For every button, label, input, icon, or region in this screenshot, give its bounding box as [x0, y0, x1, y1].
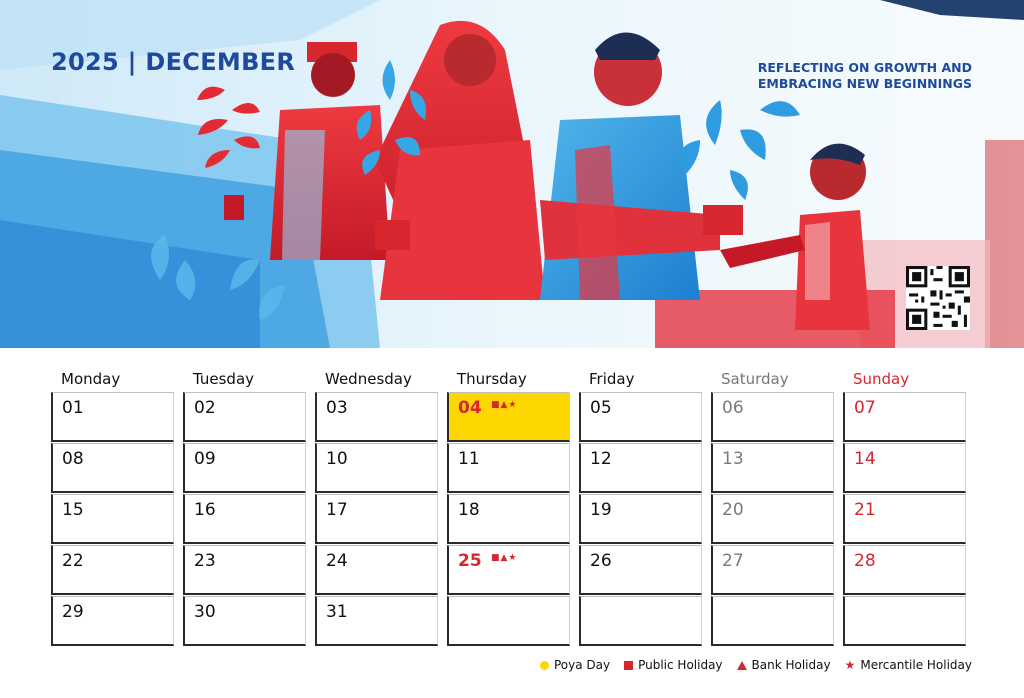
- weekday-wednesday: Wednesday: [325, 370, 412, 388]
- day-number: 20: [722, 500, 744, 520]
- day-cell-09[interactable]: 09: [183, 443, 306, 493]
- red-square-icon: [624, 660, 634, 670]
- day-cell-30[interactable]: 30: [183, 596, 306, 646]
- day-cell-11[interactable]: 11: [447, 443, 570, 493]
- day-cell-21[interactable]: 21: [843, 494, 966, 544]
- day-number: 10: [326, 449, 348, 469]
- day-number: 18: [458, 500, 480, 520]
- weekday-monday: Monday: [61, 370, 121, 388]
- yellow-circle-icon: [539, 660, 549, 670]
- banner-illustration: 2025 | DECEMBER REFLECTING ON GROWTH AND…: [0, 0, 1024, 348]
- day-cell-12[interactable]: 12: [579, 443, 702, 493]
- weekday-tuesday: Tuesday: [193, 370, 255, 388]
- day-number: 19: [590, 500, 612, 520]
- legend-label: Bank Holiday: [751, 658, 831, 672]
- day-cell-28[interactable]: 28: [843, 545, 966, 595]
- day-number: 01: [62, 398, 84, 418]
- holiday-markers-icon: ■▲★: [491, 553, 518, 563]
- day-cell-26[interactable]: 26: [579, 545, 702, 595]
- day-cell-29[interactable]: 29: [51, 596, 174, 646]
- day-cell-23[interactable]: 23: [183, 545, 306, 595]
- day-number: 25: [458, 551, 482, 571]
- empty-day-cell: [711, 596, 834, 646]
- day-cell-04[interactable]: 04 ■▲★: [447, 392, 570, 442]
- legend-bank-holiday: Bank Holiday: [736, 658, 831, 672]
- day-cell-19[interactable]: 19: [579, 494, 702, 544]
- day-number: 15: [62, 500, 84, 520]
- day-number: 31: [326, 602, 348, 622]
- day-cell-08[interactable]: 08: [51, 443, 174, 493]
- day-cell-07[interactable]: 07: [843, 392, 966, 442]
- day-cell-27[interactable]: 27: [711, 545, 834, 595]
- holiday-legend: Poya Day Public Holiday Bank Holiday ★ M…: [539, 658, 972, 672]
- empty-day-cell: [447, 596, 570, 646]
- day-number: 12: [590, 449, 612, 469]
- day-cell-31[interactable]: 31: [315, 596, 438, 646]
- day-number: 17: [326, 500, 348, 520]
- red-triangle-icon: [736, 660, 747, 670]
- day-cell-17[interactable]: 17: [315, 494, 438, 544]
- legend-label: Mercantile Holiday: [860, 658, 972, 672]
- day-cell-24[interactable]: 24: [315, 545, 438, 595]
- legend-label: Poya Day: [553, 658, 611, 672]
- day-cell-18[interactable]: 18: [447, 494, 570, 544]
- day-cell-01[interactable]: 01: [51, 392, 174, 442]
- day-number: 11: [458, 449, 480, 469]
- legend-mercantile-holiday: ★ Mercantile Holiday: [845, 658, 972, 672]
- day-number: 21: [854, 500, 876, 520]
- day-number: 22: [62, 551, 84, 571]
- day-number: 08: [62, 449, 84, 469]
- empty-day-cell: [579, 596, 702, 646]
- holiday-markers-icon: ■▲★: [491, 400, 518, 410]
- day-number: 06: [722, 398, 744, 418]
- weekday-friday: Friday: [589, 370, 635, 388]
- red-star-icon: ★: [844, 658, 856, 672]
- day-number: 16: [194, 500, 216, 520]
- tagline: REFLECTING ON GROWTH AND EMBRACING NEW B…: [712, 60, 972, 92]
- day-number: 26: [590, 551, 612, 571]
- day-number: 28: [854, 551, 876, 571]
- day-cell-14[interactable]: 14: [843, 443, 966, 493]
- day-number: 30: [194, 602, 216, 622]
- weekday-thursday: Thursday: [457, 370, 527, 388]
- day-number: 05: [590, 398, 612, 418]
- month-title: 2025 | DECEMBER: [51, 48, 296, 76]
- day-number: 27: [722, 551, 744, 571]
- day-cell-15[interactable]: 15: [51, 494, 174, 544]
- day-cell-25[interactable]: 25 ■▲★: [447, 545, 570, 595]
- day-cell-16[interactable]: 16: [183, 494, 306, 544]
- legend-public-holiday: Public Holiday: [624, 658, 723, 672]
- day-number: 07: [854, 398, 876, 418]
- day-number: 09: [194, 449, 216, 469]
- day-cell-22[interactable]: 22: [51, 545, 174, 595]
- day-cell-20[interactable]: 20: [711, 494, 834, 544]
- day-number: 14: [854, 449, 876, 469]
- day-number: 02: [194, 398, 216, 418]
- weekday-saturday: Saturday: [721, 370, 789, 388]
- empty-day-cell: [843, 596, 966, 646]
- tagline-line-2: EMBRACING NEW BEGINNINGS: [757, 76, 972, 91]
- tagline-line-1: REFLECTING ON GROWTH AND: [757, 60, 972, 75]
- day-number: 13: [722, 449, 744, 469]
- day-cell-06[interactable]: 06: [711, 392, 834, 442]
- legend-label: Public Holiday: [638, 658, 723, 672]
- qr-code-icon[interactable]: [906, 266, 970, 330]
- legend-poya-day: Poya Day: [539, 658, 611, 672]
- day-number: 29: [62, 602, 84, 622]
- day-number: 23: [194, 551, 216, 571]
- day-number: 03: [326, 398, 348, 418]
- people-holding-plants-illustration: [0, 0, 1024, 348]
- day-cell-10[interactable]: 10: [315, 443, 438, 493]
- day-number: 04: [458, 398, 482, 418]
- weekday-sunday: Sunday: [853, 370, 910, 388]
- day-cell-13[interactable]: 13: [711, 443, 834, 493]
- day-number: 24: [326, 551, 348, 571]
- day-cell-02[interactable]: 02: [183, 392, 306, 442]
- day-cell-03[interactable]: 03: [315, 392, 438, 442]
- day-cell-05[interactable]: 05: [579, 392, 702, 442]
